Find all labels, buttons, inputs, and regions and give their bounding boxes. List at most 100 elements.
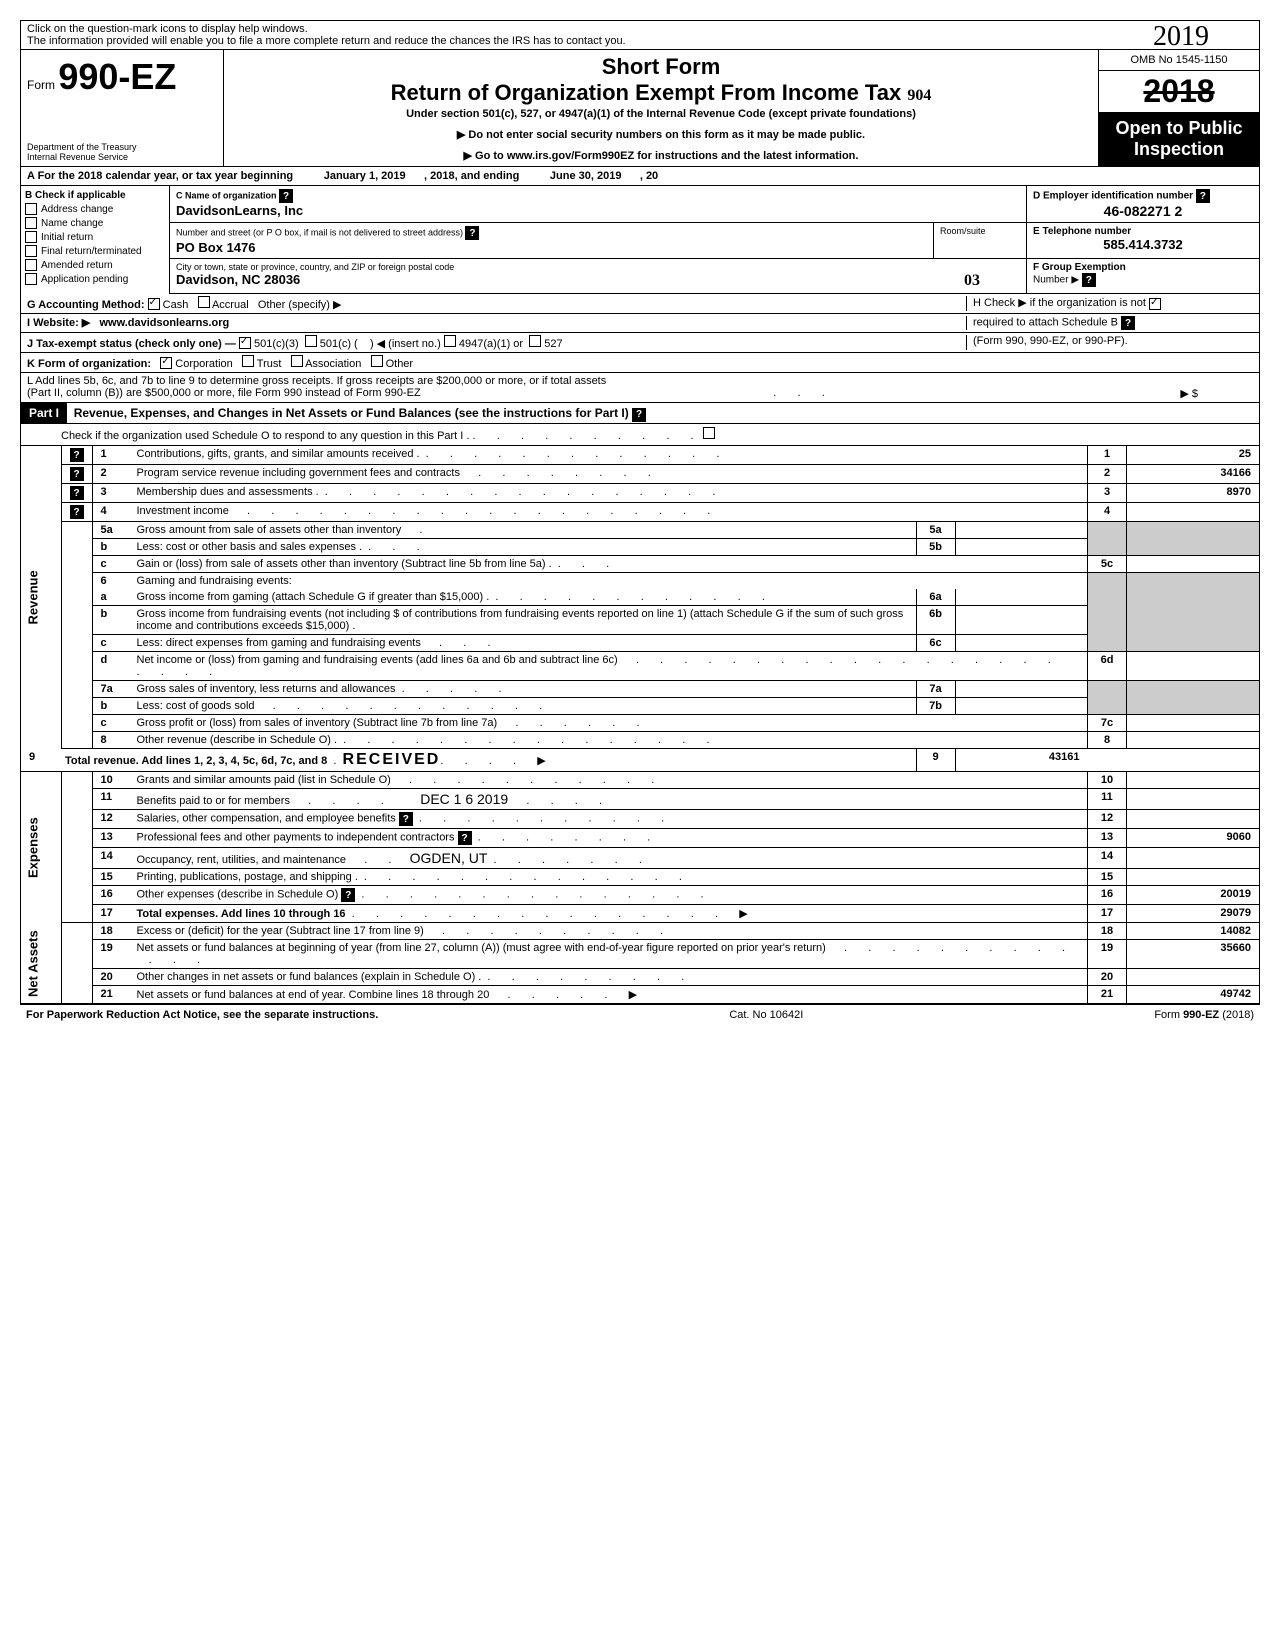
checkbox-amended[interactable] (25, 259, 37, 271)
help-icon[interactable]: ? (458, 831, 472, 845)
checkbox-pending[interactable] (25, 273, 37, 285)
line-5a-inum: 5a (916, 522, 955, 539)
omb-number: OMB No 1545-1150 (1099, 50, 1259, 71)
line-1-num: 1 (92, 446, 133, 465)
title-row: Form 990-EZ Department of the Treasury I… (21, 50, 1259, 167)
help-icon[interactable]: ? (70, 467, 84, 481)
group-sub: Number ▶ (1033, 275, 1079, 286)
street-label: Number and street (or P O box, if mail i… (176, 228, 463, 238)
website-value: www.davidsonlearns.org (99, 317, 229, 329)
line-6d-rnum: 6d (1088, 652, 1127, 681)
help-icon[interactable]: ? (70, 448, 84, 462)
line-6d-num: d (92, 652, 133, 681)
line-2-num: 2 (92, 465, 133, 484)
line-13-desc: Professional fees and other payments to … (137, 832, 455, 844)
line-3-num: 3 (92, 484, 133, 503)
checkbox-527[interactable] (529, 335, 541, 347)
line-18-desc: Excess or (deficit) for the year (Subtra… (137, 925, 424, 937)
line-7b-num: b (92, 698, 133, 715)
dots: . . . (421, 387, 1181, 400)
help-icon[interactable]: ? (1121, 316, 1135, 330)
line-20-rnum: 20 (1088, 969, 1127, 986)
form-number: 990-EZ (58, 56, 176, 97)
checkbox-trust[interactable] (242, 355, 254, 367)
city-cell: City or town, state or province, country… (170, 259, 1026, 293)
line-13-rnum: 13 (1088, 829, 1127, 848)
checkbox-schedule-o[interactable] (703, 427, 715, 439)
open-to-public: Open to Public Inspection (1099, 112, 1259, 166)
line-12-desc: Salaries, other compensation, and employ… (137, 813, 396, 825)
line-7c-rnum: 7c (1088, 715, 1127, 732)
group-label: F Group Exemption (1033, 262, 1126, 273)
line-5c-desc: Gain or (loss) from sale of assets other… (137, 558, 552, 570)
checkbox-501c3[interactable] (239, 337, 251, 349)
line-20-num: 20 (92, 969, 133, 986)
line-8-rnum: 8 (1088, 732, 1127, 749)
help-icon[interactable]: ? (70, 486, 84, 500)
line-3-rnum: 3 (1088, 484, 1127, 503)
line-16-val: 20019 (1127, 886, 1260, 905)
line-14-val (1127, 848, 1260, 869)
checkbox-cash[interactable] (148, 298, 160, 310)
ein-value: 46-082271 2 (1033, 203, 1253, 219)
line-14-num: 14 (92, 848, 133, 869)
row-a-end: June 30, 2019 (550, 170, 622, 182)
line-18-num: 18 (92, 923, 133, 940)
label-insert: ) ◀ (insert no.) (370, 338, 441, 350)
city-value: Davidson, NC 28036 (176, 272, 300, 287)
ein-label: D Employer identification number (1033, 191, 1193, 202)
row-a-start: January 1, 2019 (324, 170, 406, 182)
short-form-label: Short Form (228, 54, 1094, 80)
checkbox-initial-return[interactable] (25, 231, 37, 243)
checkbox-address-change[interactable] (25, 203, 37, 215)
label-527: 527 (544, 338, 562, 350)
main-title: Return of Organization Exempt From Incom… (391, 80, 902, 105)
line-18-rnum: 18 (1088, 923, 1127, 940)
line-l-text1: L Add lines 5b, 6c, and 7b to line 9 to … (27, 375, 1253, 387)
checkbox-association[interactable] (291, 355, 303, 367)
subtitle: Under section 501(c), 527, or 4947(a)(1)… (228, 108, 1094, 120)
line-5b-num: b (92, 539, 133, 556)
line-7b-inum: 7b (916, 698, 955, 715)
help-icon[interactable]: ? (279, 189, 293, 203)
checkbox-4947[interactable] (444, 335, 456, 347)
checkbox-corporation[interactable] (160, 357, 172, 369)
checkbox-name-change[interactable] (25, 217, 37, 229)
hand-note-904: 904 (907, 87, 931, 104)
line-19-num: 19 (92, 940, 133, 969)
checkbox-accrual[interactable] (198, 296, 210, 308)
line-12-rnum: 12 (1088, 810, 1127, 829)
line-7a-inum: 7a (916, 681, 955, 698)
right-header: OMB No 1545-1150 2018 Open to Public Ins… (1098, 50, 1259, 166)
help-icon[interactable]: ? (399, 812, 413, 826)
line-15-val (1127, 869, 1260, 886)
checkbox-schedule-b[interactable] (1149, 298, 1161, 310)
line-20-desc: Other changes in net assets or fund bala… (137, 971, 482, 983)
group-exemption-cell: F Group Exemption Number ▶ ? (1026, 259, 1259, 293)
line-16-desc: Other expenses (describe in Schedule O) (137, 889, 339, 901)
line-6d-desc: Net income or (loss) from gaming and fun… (137, 654, 618, 666)
label-trust: Trust (257, 358, 282, 370)
checkbox-other-org[interactable] (371, 355, 383, 367)
line-17-val: 29079 (1127, 905, 1260, 923)
form-prefix: Form (27, 78, 55, 92)
help-icon[interactable]: ? (70, 505, 84, 519)
checkbox-final-return[interactable] (25, 245, 37, 257)
line-j: J Tax-exempt status (check only one) — 5… (21, 333, 1259, 353)
form-number-cell: Form 990-EZ Department of the Treasury I… (21, 50, 224, 166)
line-k-label: K Form of organization: (27, 358, 151, 370)
help-icon[interactable]: ? (341, 888, 355, 902)
help-icon[interactable]: ? (1196, 189, 1210, 203)
help-icon[interactable]: ? (465, 226, 479, 240)
line-10-num: 10 (92, 772, 133, 789)
org-name-value: DavidsonLearns, Inc (176, 203, 1020, 218)
line-l-arrow: ▶ $ (1180, 387, 1198, 400)
label-amended: Amended return (41, 260, 113, 271)
room-label: Room/suite (940, 226, 1020, 236)
checkbox-501c[interactable] (305, 335, 317, 347)
line-13-num: 13 (92, 829, 133, 848)
handwritten-year: 2019 (1153, 21, 1209, 53)
help-icon[interactable]: ? (1082, 273, 1096, 287)
line-k: K Form of organization: Corporation Trus… (21, 353, 1259, 373)
help-icon[interactable]: ? (632, 408, 646, 422)
